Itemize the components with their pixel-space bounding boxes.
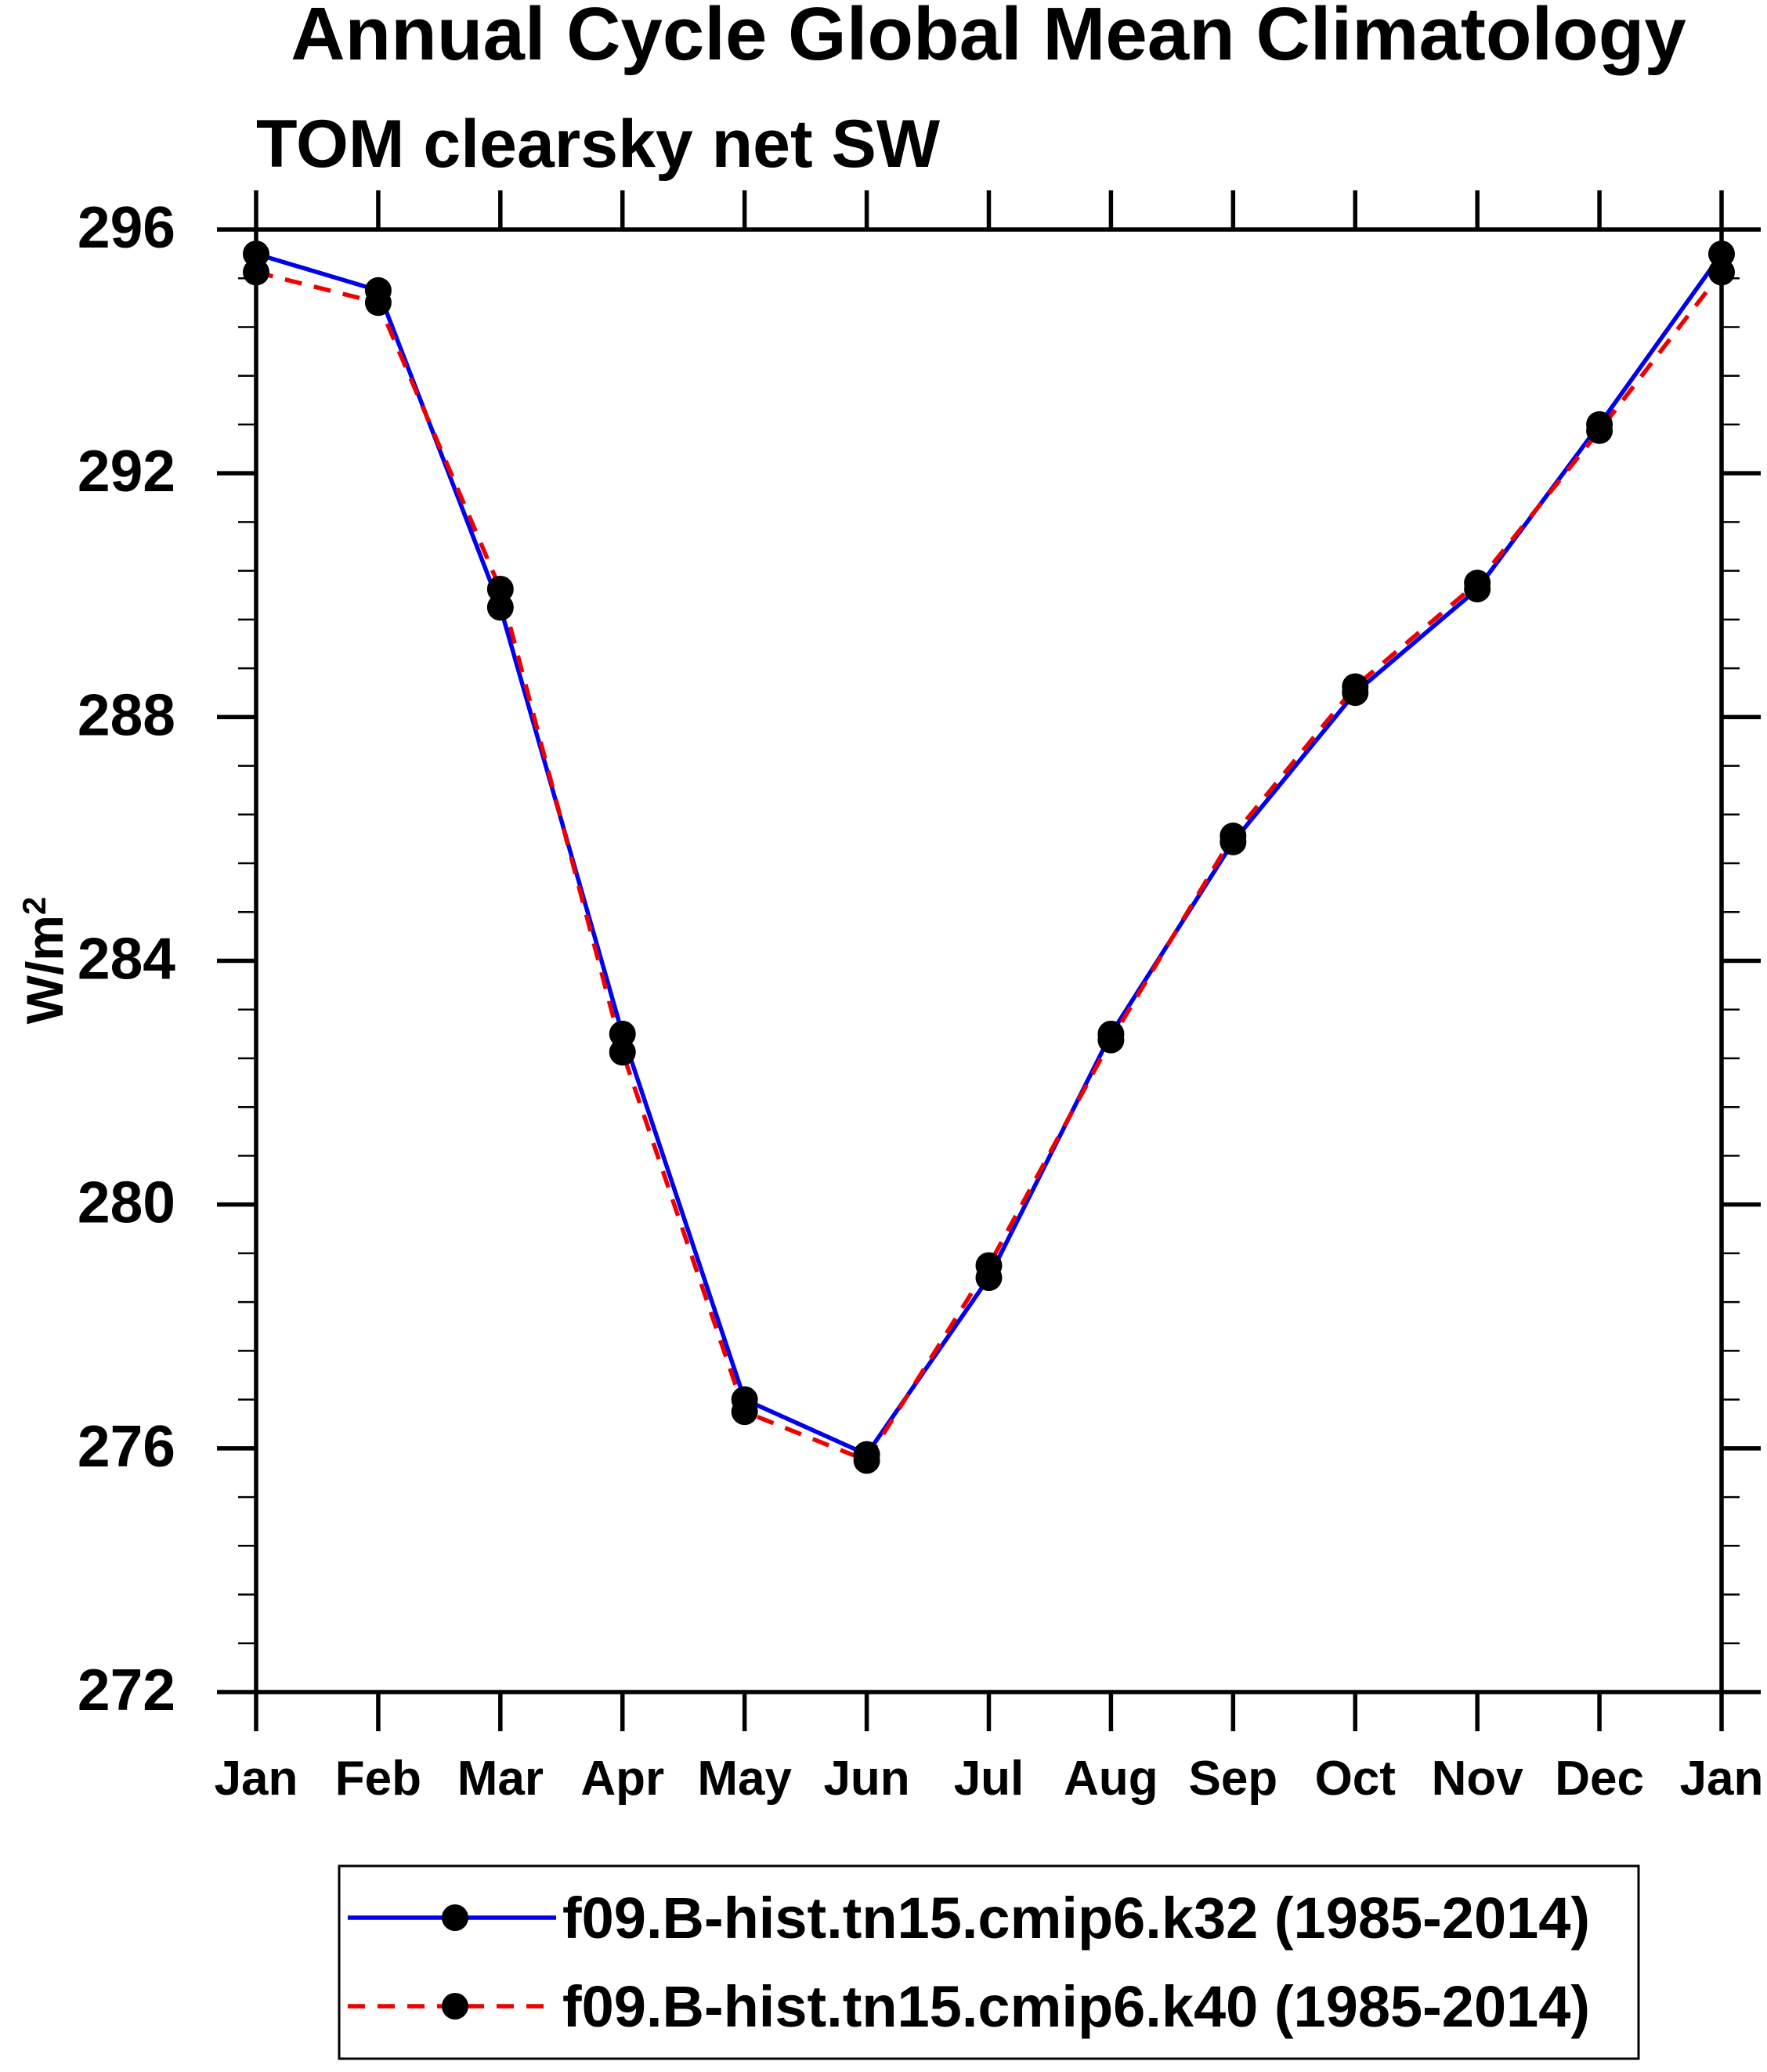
svg-text:W/m2: W/m2 [16, 897, 74, 1025]
svg-text:Sep: Sep [1188, 1752, 1277, 1806]
svg-text:Dec: Dec [1555, 1752, 1644, 1806]
svg-text:May: May [697, 1752, 792, 1806]
svg-text:292: 292 [78, 438, 175, 504]
svg-text:Apr: Apr [580, 1752, 664, 1806]
svg-text:Jun: Jun [823, 1752, 909, 1806]
svg-text:Feb: Feb [335, 1752, 421, 1806]
svg-text:Jan: Jan [1680, 1752, 1764, 1806]
svg-text:272: 272 [78, 1657, 175, 1723]
svg-text:Jul: Jul [954, 1752, 1024, 1806]
svg-text:f09.B-hist.tn15.cmip6.k40 (198: f09.B-hist.tn15.cmip6.k40 (1985-2014) [562, 1974, 1590, 2039]
svg-text:Oct: Oct [1315, 1752, 1396, 1806]
svg-text:TOM clearsky net SW: TOM clearsky net SW [256, 107, 941, 182]
svg-text:Mar: Mar [457, 1752, 544, 1806]
svg-text:Aug: Aug [1064, 1752, 1158, 1806]
svg-text:280: 280 [78, 1170, 175, 1235]
svg-text:f09.B-hist.tn15.cmip6.k32 (198: f09.B-hist.tn15.cmip6.k32 (1985-2014) [562, 1886, 1590, 1951]
svg-text:Annual Cycle Global Mean Clima: Annual Cycle Global Mean Climatology [291, 0, 1686, 76]
svg-text:Jan: Jan [215, 1752, 298, 1806]
svg-text:288: 288 [78, 682, 175, 747]
svg-text:296: 296 [78, 194, 175, 260]
svg-text:Nov: Nov [1432, 1752, 1524, 1806]
svg-text:284: 284 [78, 926, 175, 992]
svg-text:276: 276 [78, 1413, 175, 1479]
